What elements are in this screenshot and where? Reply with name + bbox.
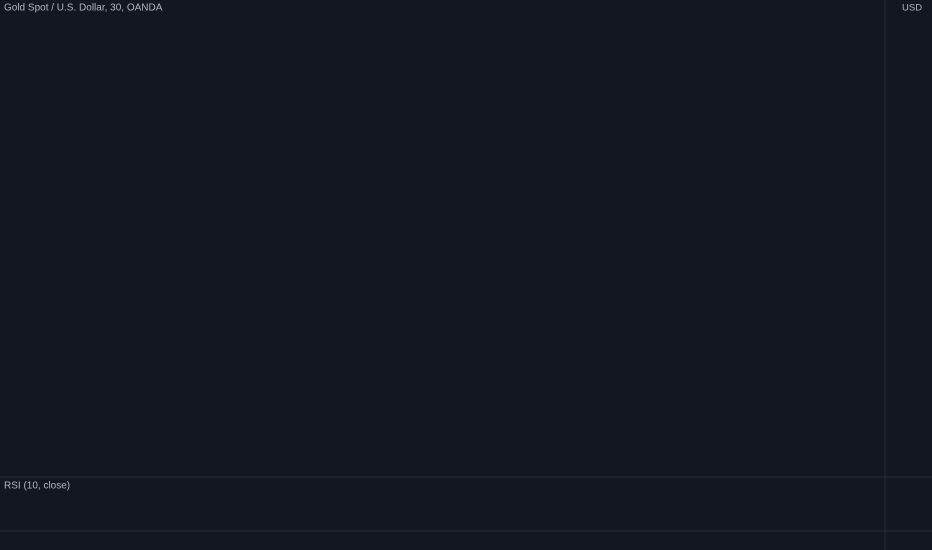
currency: USD [902,3,922,14]
indicator-name: RSI (10, close) [4,481,70,492]
chart-title: Gold Spot / U.S. Dollar, 30, OANDA [4,3,163,14]
